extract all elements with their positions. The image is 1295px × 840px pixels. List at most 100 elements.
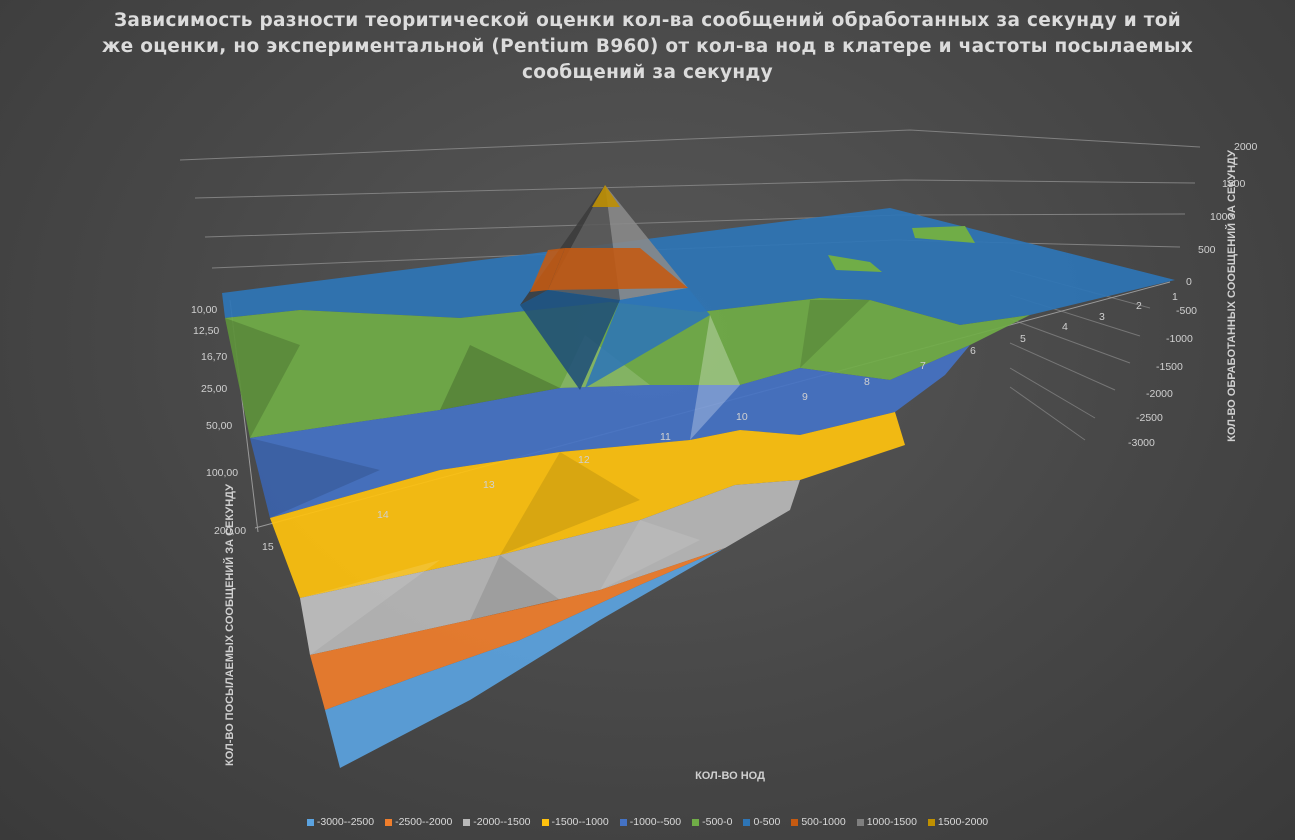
gridline	[1009, 318, 1131, 364]
x-tick-label: 13	[483, 479, 495, 491]
x-tick-label: 12	[578, 454, 590, 466]
legend-label: 500-1000	[801, 816, 846, 828]
z-tick-label: -2500	[1136, 412, 1163, 424]
z-tick-label: 1000	[1210, 211, 1234, 223]
legend: -3000--2500 -2500--2000 -2000--1500 -1500--…	[0, 816, 1295, 828]
legend-item: 1000-1500	[856, 816, 917, 828]
surface-patch	[912, 226, 975, 243]
surface-facet	[690, 315, 740, 440]
legend-item: -3000--2500	[306, 816, 375, 828]
legend-label: -2000--1500	[473, 816, 531, 828]
z-tick-label: 1500	[1222, 178, 1246, 190]
y-tick-label: 12,50	[193, 325, 219, 337]
band-yellow	[270, 412, 905, 598]
x-tick-label: 5	[1020, 333, 1026, 345]
surface-facet	[225, 318, 300, 438]
surface	[222, 185, 1175, 768]
z-tick-label: -1000	[1166, 333, 1193, 345]
surface-peak-facet	[548, 248, 688, 290]
x-tick-label: 9	[802, 391, 808, 403]
surface-facet	[800, 300, 870, 368]
x-tick-label: 6	[970, 345, 976, 357]
z-tick-label: 2000	[1234, 141, 1258, 153]
z-tick-label: -500	[1176, 305, 1197, 317]
y-tick-label: 50,00	[206, 420, 232, 432]
gridline	[179, 129, 1201, 161]
y-tick-label: 100,00	[206, 467, 238, 479]
x-tick-label: 14	[377, 509, 389, 521]
band-blue	[250, 345, 970, 518]
surface-facet	[300, 560, 440, 655]
surface-peak-facet	[520, 290, 620, 390]
y-tick-label: 200,00	[214, 525, 246, 537]
surface-peak-facet	[585, 288, 710, 388]
y-tick-label: 25,00	[201, 383, 227, 395]
legend-item: -1000--500	[619, 816, 682, 828]
z-tick-label: -1500	[1156, 361, 1183, 373]
x-tick-label: 10	[736, 411, 748, 423]
surface-facet	[440, 345, 560, 410]
x-tick-label: 4	[1062, 321, 1068, 333]
legend-swatch	[463, 818, 471, 826]
legend-swatch	[791, 818, 799, 826]
y-tick-label: 16,70	[201, 351, 227, 363]
legend-label: -1500--1000	[551, 816, 609, 828]
surface-facet	[500, 452, 640, 555]
chart-title: Зависимость разности теоритической оценк…	[101, 10, 1194, 83]
x-tick-label: 8	[864, 376, 870, 388]
surface-patch	[828, 255, 882, 272]
legend-swatch	[619, 818, 627, 826]
legend-label: -500-0	[702, 816, 733, 828]
z-tick-label: -2000	[1146, 388, 1173, 400]
legend-swatch	[743, 818, 751, 826]
x-tick-label: 2	[1136, 300, 1142, 312]
y-tick-labels: 10,00 12,50 16,70 25,00 50,00 100,00 200,00	[191, 304, 246, 537]
x-tick-label: 15	[262, 541, 274, 553]
surface-peak-facet	[592, 185, 620, 207]
band-grey	[300, 480, 800, 655]
gridline	[1009, 386, 1086, 441]
gridline	[1009, 367, 1096, 419]
legend-swatch	[541, 818, 549, 826]
z-tick-label: -3000	[1128, 437, 1155, 449]
gridline	[194, 179, 1196, 199]
legend-swatch	[306, 818, 314, 826]
legend-item: 500-1000	[791, 816, 846, 828]
surface-facet	[600, 520, 700, 590]
legend-label: 1500-2000	[937, 816, 989, 828]
z-tick-label: 0	[1186, 276, 1192, 288]
surface-facet	[250, 438, 380, 518]
legend-swatch	[856, 818, 864, 826]
legend-swatch	[385, 818, 393, 826]
x-tick-label: 11	[660, 431, 671, 443]
x-tick-label: 1	[1172, 291, 1178, 303]
z-tick-label: 500	[1198, 244, 1216, 256]
band-light-blue	[325, 548, 725, 768]
z-tick-labels: 2000 1500 1000 500 0 -500 -1000 -1500 -2000 -2500…	[1128, 141, 1258, 449]
legend-label: 0-500	[753, 816, 781, 828]
surface-facet	[470, 555, 560, 620]
surface-peak-facet	[530, 248, 565, 292]
band-orange	[310, 548, 725, 710]
legend-swatch	[692, 818, 700, 826]
legend-label: 1000-1500	[866, 816, 917, 828]
x-tick-label: 7	[920, 360, 926, 372]
legend-item: -500-0	[692, 816, 732, 828]
legend-item: 1500-2000	[927, 816, 989, 828]
legend-swatch	[927, 818, 935, 826]
legend-label: -1000--500	[629, 816, 682, 828]
x-axis-title: КОЛ-ВО НОД	[695, 770, 765, 782]
z-axis-title: КОЛ-ВО ОБРАБОТАННЫХ СООБЩЕНИЙ ЗА СЕКУНДУ	[1225, 150, 1238, 442]
legend-label: -2500--2000	[395, 816, 453, 828]
legend-item: -1500--1000	[541, 816, 609, 828]
band-green	[225, 298, 1030, 438]
legend-item: -2000--1500	[463, 816, 531, 828]
legend-item: -2500--2000	[385, 816, 452, 828]
y-tick-label: 10,00	[191, 304, 217, 316]
legend-label: -3000--2500	[316, 816, 375, 828]
x-tick-label: 3	[1099, 311, 1105, 323]
legend-item: 0-500	[743, 816, 780, 828]
gridline	[1009, 342, 1116, 391]
